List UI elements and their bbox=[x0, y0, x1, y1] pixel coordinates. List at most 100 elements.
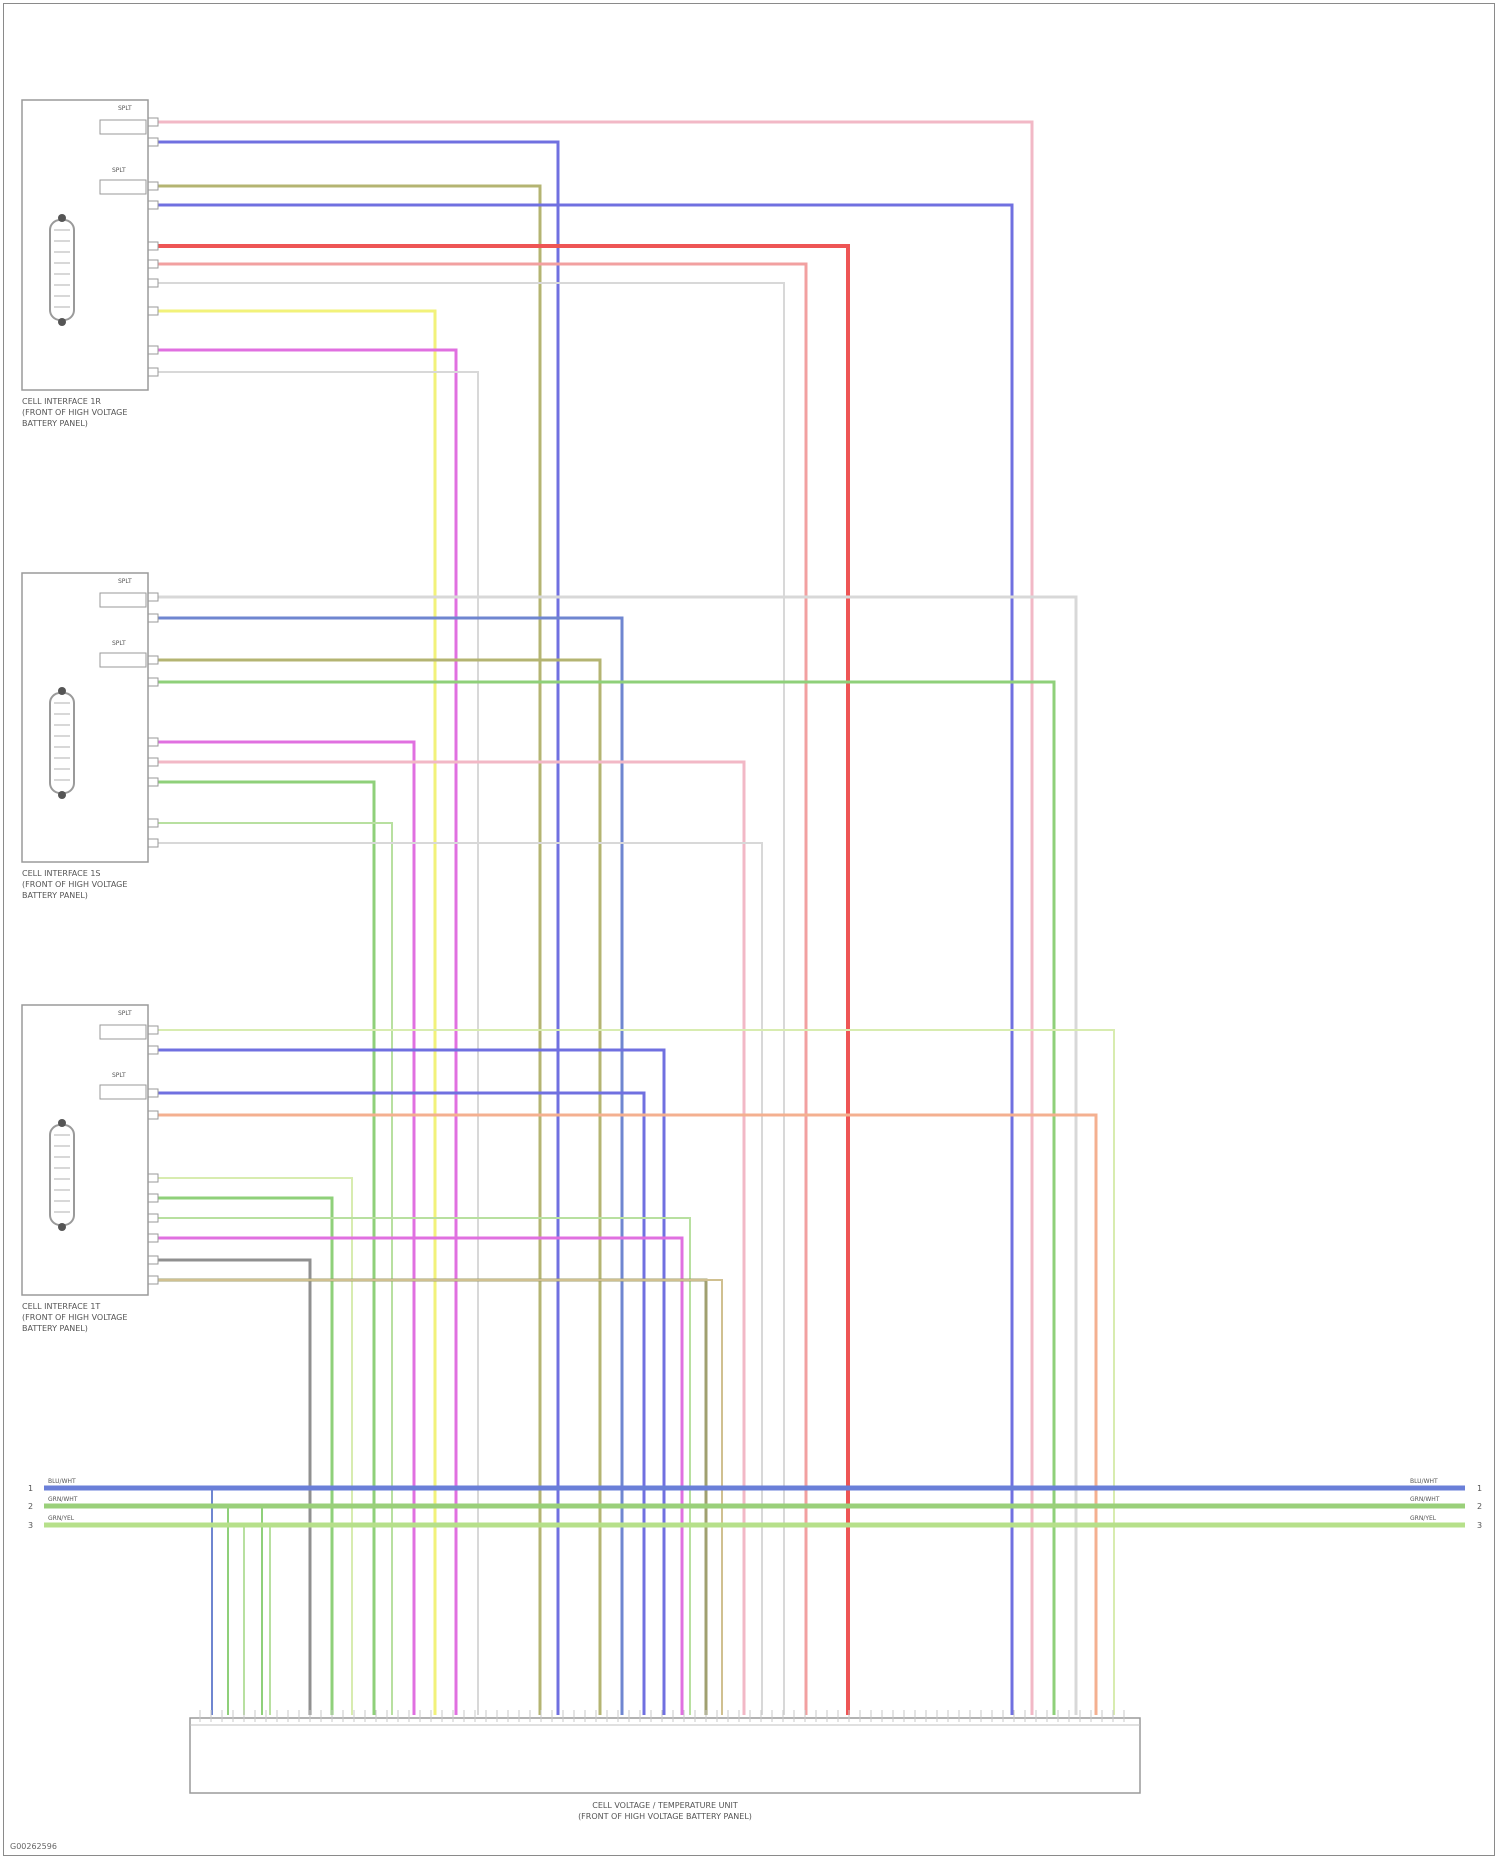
wire-22 bbox=[158, 1091, 646, 1715]
wire-23 bbox=[158, 1113, 1098, 1715]
pin-3 bbox=[147, 181, 159, 191]
module-2-bus-label-b: SPLT bbox=[112, 640, 126, 647]
bus-label-left-1: BLU/WHT bbox=[48, 1478, 76, 1485]
pin-22 bbox=[147, 1088, 159, 1098]
module-2-name-line-1: CELL INTERFACE 1S bbox=[22, 869, 101, 878]
wire-14 bbox=[158, 680, 1056, 1715]
module-2-connector-top bbox=[58, 687, 66, 695]
wire-3 bbox=[158, 184, 542, 1715]
wire-21 bbox=[158, 1048, 666, 1715]
diagram-code: G00262596 bbox=[10, 1842, 57, 1851]
module-1-connector-bottom bbox=[58, 318, 66, 326]
module-3-splice-a bbox=[99, 1024, 147, 1040]
wire-10 bbox=[158, 371, 479, 1715]
wire-16 bbox=[158, 760, 746, 1715]
module-1-name-line-2: (FRONT OF HIGH VOLTAGE bbox=[22, 408, 127, 417]
module-box-1 bbox=[21, 99, 149, 391]
controller-name-line-2: (FRONT OF HIGH VOLTAGE BATTERY PANEL) bbox=[578, 1812, 752, 1821]
pin-8 bbox=[147, 306, 159, 316]
module-1-connector bbox=[49, 219, 75, 321]
module-1-splice-a bbox=[99, 119, 147, 135]
wire-8 bbox=[158, 309, 437, 1715]
pin-6 bbox=[147, 259, 159, 269]
pin-2 bbox=[147, 137, 159, 147]
bus-pin-left-1: 1 bbox=[28, 1484, 33, 1493]
bus-pin-right-2: 2 bbox=[1477, 1502, 1482, 1511]
diagram-frame bbox=[3, 3, 1495, 1856]
module-3-name-line-2: (FRONT OF HIGH VOLTAGE bbox=[22, 1313, 127, 1322]
wire-7 bbox=[158, 282, 785, 1715]
pin-28 bbox=[147, 1255, 159, 1265]
module-1-connector-top bbox=[58, 214, 66, 222]
pin-7 bbox=[147, 278, 159, 288]
pin-23 bbox=[147, 1110, 159, 1120]
controller-box bbox=[189, 1717, 1141, 1794]
wire-11 bbox=[158, 595, 1078, 1715]
wire-25 bbox=[158, 1196, 334, 1715]
controller-name-line-1: CELL VOLTAGE / TEMPERATURE UNIT bbox=[592, 1801, 738, 1810]
pin-11 bbox=[147, 592, 159, 602]
module-1-name-line-3: BATTERY PANEL) bbox=[22, 419, 88, 428]
bus-pin-left-2: 2 bbox=[28, 1502, 33, 1511]
bus-pin-right-1: 1 bbox=[1477, 1484, 1482, 1493]
module-2-splice-a bbox=[99, 592, 147, 608]
pin-19 bbox=[147, 838, 159, 848]
bus-label-left-2: GRN/WHT bbox=[48, 1496, 78, 1503]
module-2-connector-bottom bbox=[58, 791, 66, 799]
wire-15 bbox=[158, 740, 416, 1715]
pin-4 bbox=[147, 200, 159, 210]
bus-label-right-1: BLU/WHT bbox=[1410, 1478, 1438, 1485]
module-1-splice-b bbox=[99, 179, 147, 195]
bus-pin-right-3: 3 bbox=[1477, 1521, 1482, 1530]
label-layer: 1 1 BLU/WHT BLU/WHT 2 2 GRN/WHT GRN/WHT 3 3 GRN/YE… bbox=[22, 105, 1482, 1821]
wire-24 bbox=[158, 1177, 353, 1715]
wire-6 bbox=[158, 262, 808, 1715]
pin-18 bbox=[147, 818, 159, 828]
pin-25 bbox=[147, 1193, 159, 1203]
module-3-name-line-1: CELL INTERFACE 1T bbox=[22, 1302, 100, 1311]
wire-27 bbox=[158, 1236, 684, 1715]
wire-2 bbox=[158, 140, 560, 1715]
module-1-bus-label-b: SPLT bbox=[112, 167, 126, 174]
pin-14 bbox=[147, 677, 159, 687]
pin-12 bbox=[147, 613, 159, 623]
wire-17 bbox=[158, 780, 376, 1715]
wire-layer bbox=[158, 120, 1115, 1715]
module-2-connector bbox=[49, 692, 75, 794]
pin-1 bbox=[147, 117, 159, 127]
module-2-name-line-2: (FRONT OF HIGH VOLTAGE bbox=[22, 880, 127, 889]
pin-9 bbox=[147, 345, 159, 355]
module-1-bus-label-a: SPLT bbox=[118, 105, 132, 112]
pin-30 bbox=[147, 1275, 159, 1285]
wire-4 bbox=[158, 203, 1014, 1715]
pin-17 bbox=[147, 777, 159, 787]
module-3-connector bbox=[49, 1124, 75, 1226]
pin-21 bbox=[147, 1045, 159, 1055]
module-3-splice-b bbox=[99, 1084, 147, 1100]
wire-19 bbox=[158, 842, 763, 1715]
module-3-connector-top bbox=[58, 1119, 66, 1127]
pin-27 bbox=[147, 1233, 159, 1243]
wire-12 bbox=[158, 616, 624, 1715]
module-1-name-line-1: CELL INTERFACE 1R bbox=[22, 397, 101, 406]
bus-label-right-2: GRN/WHT bbox=[1410, 1496, 1440, 1503]
bus-pin-left-3: 3 bbox=[28, 1521, 33, 1530]
module-2-name-line-3: BATTERY PANEL) bbox=[22, 891, 88, 900]
module-3-name-line-3: BATTERY PANEL) bbox=[22, 1324, 88, 1333]
wire-1 bbox=[158, 120, 1034, 1715]
module-box-2 bbox=[21, 572, 149, 863]
pin-10 bbox=[147, 367, 159, 377]
module-3-bus-label-b: SPLT bbox=[112, 1072, 126, 1079]
module-3-connector-bottom bbox=[58, 1223, 66, 1231]
module-3-bus-label-a: SPLT bbox=[118, 1010, 132, 1017]
pin-20 bbox=[147, 1025, 159, 1035]
bus-layer bbox=[44, 1485, 1465, 1528]
wire-5 bbox=[158, 244, 850, 1715]
bus-label-right-3: GRN/YEL bbox=[1410, 1515, 1437, 1522]
wire-29 bbox=[158, 1278, 708, 1715]
pin-15 bbox=[147, 737, 159, 747]
wire-13 bbox=[158, 658, 602, 1715]
component-layer bbox=[21, 99, 1141, 1794]
pin-24 bbox=[147, 1173, 159, 1183]
